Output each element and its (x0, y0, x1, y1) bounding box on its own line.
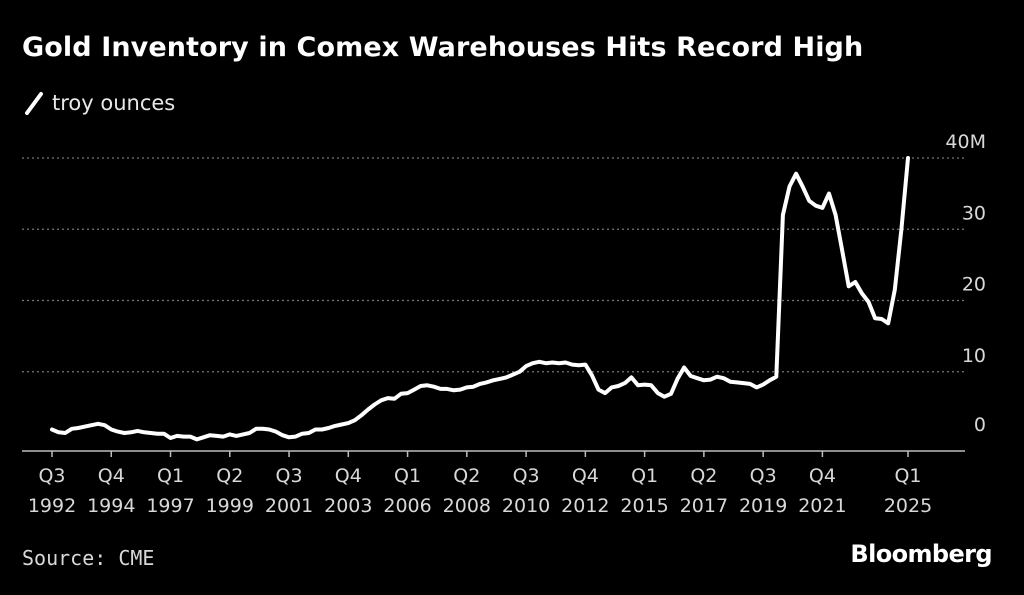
x-tick-quarter-label: Q3 (750, 465, 777, 487)
y-tick-label: 30 (962, 202, 986, 224)
x-tick-quarter-label: Q2 (216, 465, 243, 487)
x-tick-year-label: 2006 (383, 495, 431, 517)
x-tick-year-label: 1994 (87, 495, 135, 517)
x-tick-year-label: 1999 (206, 495, 254, 517)
x-tick-year-label: 2017 (680, 495, 728, 517)
x-tick-quarter-label: Q3 (276, 465, 303, 487)
y-tick-label: 20 (962, 274, 986, 296)
x-tick-quarter-label: Q4 (572, 465, 599, 487)
y-tick-label: 40M (945, 131, 986, 153)
x-tick-year-label: 2010 (502, 495, 550, 517)
x-tick-quarter-label: Q3 (38, 465, 65, 487)
y-tick-label: 10 (962, 345, 986, 367)
x-tick-year-label: 2001 (265, 495, 313, 517)
x-tick-year-label: 2015 (620, 495, 668, 517)
legend-label: troy ounces (52, 91, 176, 115)
legend: troy ounces (24, 88, 175, 118)
x-tick-year-label: 2008 (443, 495, 491, 517)
x-tick-quarter-label: Q1 (394, 465, 421, 487)
x-tick-year-label: 2012 (561, 495, 609, 517)
x-tick-quarter-label: Q4 (335, 465, 362, 487)
legend-line-icon (25, 92, 43, 115)
bloomberg-logo: Bloomberg (850, 540, 992, 568)
x-tick-year-label: 2019 (739, 495, 787, 517)
source-note: Source: CME (22, 546, 155, 570)
x-tick-quarter-label: Q2 (453, 465, 480, 487)
x-tick-year-label: 2025 (884, 495, 932, 517)
x-tick-quarter-label: Q4 (98, 465, 125, 487)
x-tick-quarter-label: Q1 (631, 465, 658, 487)
x-axis-ticks (51, 451, 909, 457)
x-tick-year-label: 2021 (798, 495, 846, 517)
x-tick-quarter-label: Q2 (690, 465, 717, 487)
x-tick-year-label: 1992 (28, 495, 76, 517)
gridlines (22, 157, 965, 373)
series-line (50, 156, 910, 442)
x-tick-year-label: 2003 (324, 495, 372, 517)
x-tick-year-label: 1997 (146, 495, 194, 517)
y-axis-tick-labels: 0 10 20 30 40M (945, 131, 986, 436)
x-tick-quarter-label: Q4 (809, 465, 836, 487)
x-tick-quarter-label: Q3 (513, 465, 540, 487)
chart-title: Gold Inventory in Comex Warehouses Hits … (22, 32, 864, 63)
x-tick-quarter-label: Q1 (157, 465, 184, 487)
y-tick-label: 0 (974, 414, 986, 436)
x-axis-tick-labels: Q3 1992 Q4 1994 Q1 1997 Q2 1999 Q3 2001 Q4 2003 Q1 20… (28, 465, 932, 517)
x-tick-quarter-label: Q1 (894, 465, 921, 487)
